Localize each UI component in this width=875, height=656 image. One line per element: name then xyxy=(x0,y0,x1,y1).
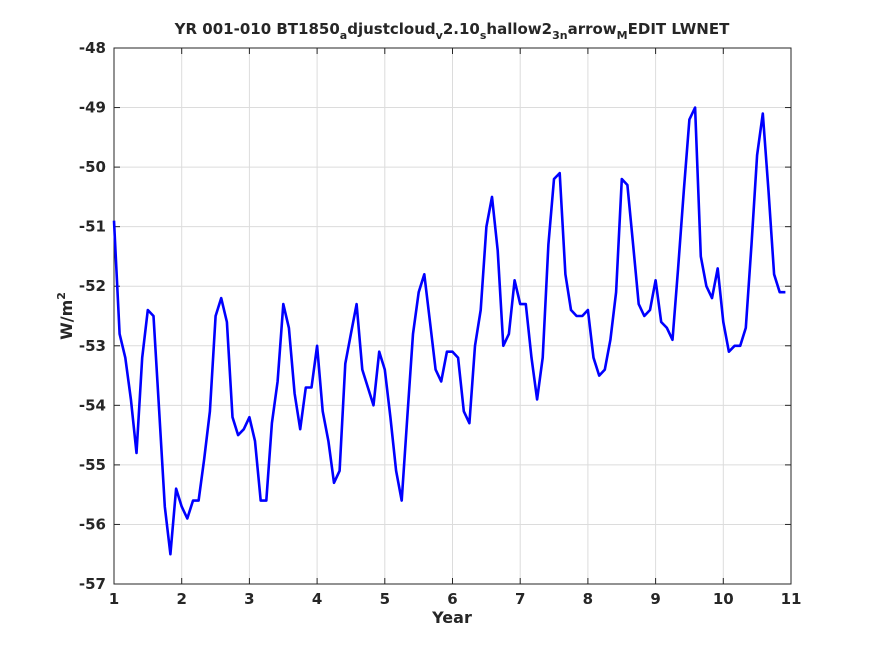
x-axis-label: Year xyxy=(431,608,472,627)
chart-title-segment: 2.10 xyxy=(443,20,480,38)
x-tick-label: 2 xyxy=(176,590,186,608)
x-tick-label: 1 xyxy=(109,590,119,608)
x-tick-label: 5 xyxy=(380,590,390,608)
y-tick-label: -53 xyxy=(79,337,106,355)
x-tick-label: 8 xyxy=(583,590,593,608)
y-tick-label: -54 xyxy=(79,396,106,414)
y-tick-label: -55 xyxy=(79,456,106,474)
x-tick-label: 9 xyxy=(650,590,660,608)
chart-title-main: YR 001-010 BT1850 xyxy=(174,20,340,38)
y-tick-label: -48 xyxy=(79,39,106,57)
x-tick-label: 10 xyxy=(713,590,734,608)
y-tick-label: -51 xyxy=(79,218,106,236)
chart-title-subscript: 3n xyxy=(552,29,568,42)
tick-layer: 1 2 3 4 5 6 7 8 9 10 11 -57 -56 -55 -54 -53 -52 -51 -50 -49… xyxy=(79,39,802,608)
y-tick-label: -49 xyxy=(79,99,106,117)
x-tick-label: 3 xyxy=(244,590,254,608)
chart-title-subscript: a xyxy=(340,29,347,42)
x-tick-label: 7 xyxy=(515,590,525,608)
chart-title-subscript: v xyxy=(436,29,444,42)
y-tick-label: -52 xyxy=(79,277,106,295)
chart-title-segment: EDIT LWNET xyxy=(628,20,730,38)
chart-title-segment: arrow xyxy=(568,20,617,38)
y-axis-label-text: W/m xyxy=(57,300,76,340)
y-tick-label: -50 xyxy=(79,158,106,176)
chart-title: YR 001-010 BT1850adjustcloudv2.10shallow… xyxy=(174,20,730,42)
y-tick-label: -56 xyxy=(79,515,106,533)
x-tick-label: 4 xyxy=(312,590,322,608)
chart-title-subscript: M xyxy=(617,29,628,42)
x-tick-label: 6 xyxy=(447,590,457,608)
y-axis-label-superscript: 2 xyxy=(55,292,68,300)
chart-title-segment: hallow2 xyxy=(486,20,552,38)
y-axis-label: W/m2 xyxy=(55,292,76,340)
chart-title-subscript: s xyxy=(480,29,487,42)
x-tick-label: 11 xyxy=(781,590,802,608)
series-line xyxy=(112,106,786,556)
y-tick-label: -57 xyxy=(79,575,106,593)
chart-title-segment: djustcloud xyxy=(347,20,435,38)
series-layer xyxy=(112,106,786,556)
